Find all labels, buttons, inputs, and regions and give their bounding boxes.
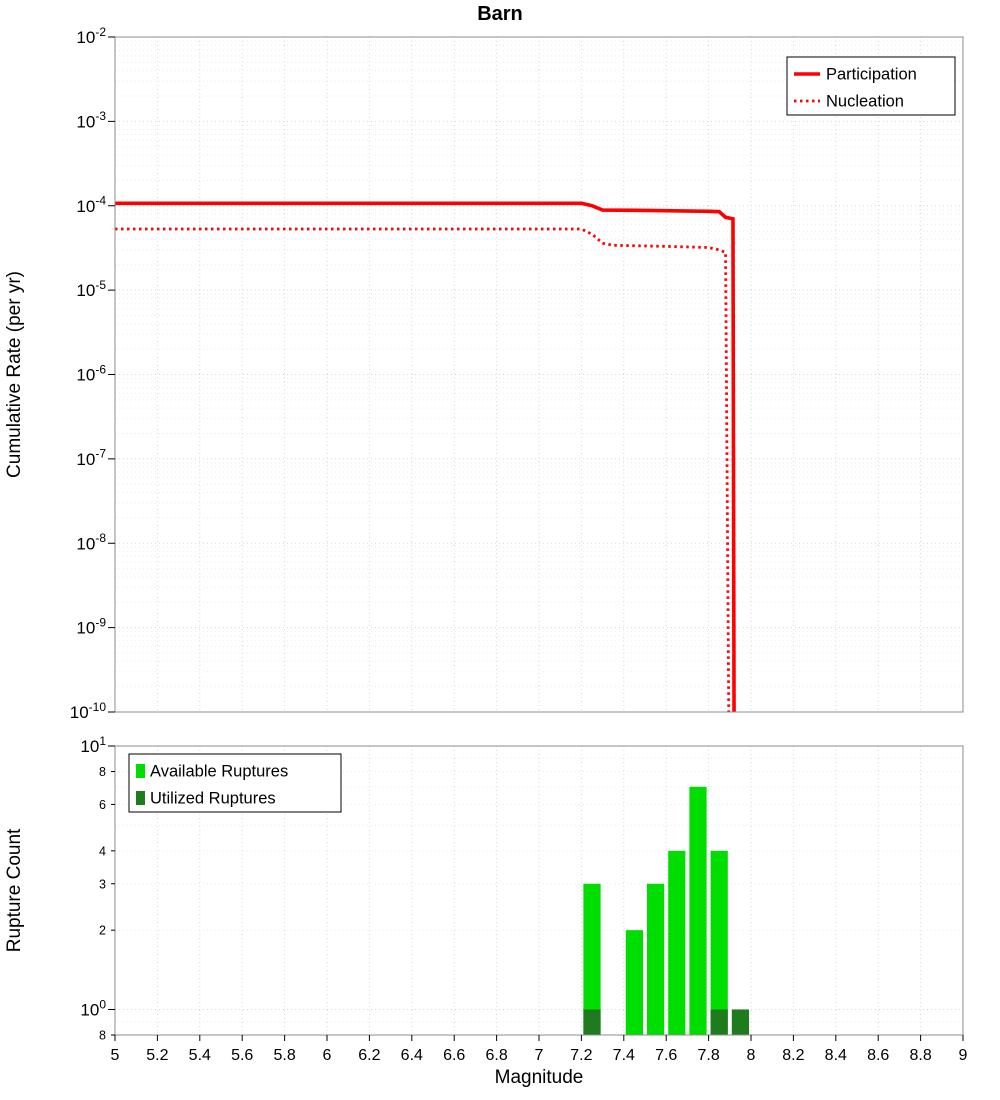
x-tick-label: 5 bbox=[111, 1047, 120, 1064]
y-tick-label: 10-6 bbox=[76, 362, 106, 384]
participation-line bbox=[115, 201, 736, 712]
x-tick-label: 5.2 bbox=[146, 1047, 168, 1064]
y-tick-label: 10-2 bbox=[76, 25, 106, 47]
histogram-bar bbox=[710, 850, 728, 1035]
y-tick-label: 10-8 bbox=[76, 531, 106, 553]
x-tick-label: 8.8 bbox=[909, 1047, 931, 1064]
rate-series bbox=[115, 201, 736, 712]
x-tick-label: 7.2 bbox=[570, 1047, 592, 1064]
y-minor-tick-label: 2 bbox=[99, 924, 106, 938]
histogram-bar bbox=[583, 883, 601, 1035]
y-tick-label: 100 bbox=[80, 997, 106, 1019]
y-tick-label: 10-10 bbox=[70, 700, 107, 722]
x-tick-label: 6.6 bbox=[443, 1047, 465, 1064]
x-tick-label: 6.4 bbox=[401, 1047, 423, 1064]
histogram-bar bbox=[689, 786, 707, 1035]
legend-label: Nucleation bbox=[826, 93, 904, 111]
x-tick-label: 6.2 bbox=[358, 1047, 380, 1064]
x-tick-label: 8.6 bbox=[867, 1047, 889, 1064]
x-tick-label: 6 bbox=[323, 1047, 332, 1064]
count-legend: Available Ruptures Utilized Ruptures bbox=[128, 753, 342, 813]
legend-label: Participation bbox=[826, 66, 917, 84]
magnitude-axis-label: Magnitude bbox=[495, 1067, 584, 1088]
available-ruptures-legend-swatch bbox=[136, 764, 145, 778]
y-minor-tick-label: 4 bbox=[99, 844, 106, 858]
x-tick-label: 6.8 bbox=[485, 1047, 507, 1064]
legend-label: Available Ruptures bbox=[150, 763, 288, 781]
rate-axis-label: Cumulative Rate (per yr) bbox=[4, 271, 25, 478]
histogram-bar bbox=[625, 930, 643, 1035]
y-tick-label: 10-9 bbox=[76, 615, 106, 637]
legend-box bbox=[786, 56, 956, 116]
x-tick-label: 7 bbox=[535, 1047, 544, 1064]
x-tick-label: 9 bbox=[959, 1047, 968, 1064]
histogram-bar bbox=[710, 1009, 728, 1035]
x-tick-label: 5.6 bbox=[231, 1047, 253, 1064]
x-tick-label: 7.6 bbox=[655, 1047, 677, 1064]
x-tick-label: 5.4 bbox=[189, 1047, 211, 1064]
histogram-bar bbox=[647, 883, 665, 1035]
x-tick-label: 8 bbox=[747, 1047, 756, 1064]
x-tick-label: 5.8 bbox=[273, 1047, 295, 1064]
legend-label: Utilized Ruptures bbox=[150, 790, 276, 808]
histogram-bar bbox=[668, 850, 686, 1035]
y-minor-tick-label: 6 bbox=[99, 798, 106, 812]
y-tick-label: 10-7 bbox=[76, 447, 106, 469]
x-tick-label: 7.4 bbox=[613, 1047, 635, 1064]
y-minor-tick-label: 3 bbox=[99, 877, 106, 891]
y-tick-label: 101 bbox=[80, 734, 106, 756]
utilized-ruptures-legend-swatch bbox=[136, 791, 145, 805]
utilized-ruptures-bars bbox=[583, 1009, 749, 1035]
y-minor-tick-label: 8 bbox=[99, 765, 106, 779]
x-tick-label: 8.2 bbox=[782, 1047, 804, 1064]
available-ruptures-bars bbox=[583, 786, 728, 1035]
y-tick-label: 10-5 bbox=[76, 278, 106, 300]
rate-legend: Participation Nucleation bbox=[786, 56, 956, 116]
y-minor-tick-label: 8 bbox=[99, 1029, 106, 1043]
nucleation-line bbox=[115, 227, 731, 712]
y-tick-label: 10-3 bbox=[76, 109, 106, 131]
chart-title: Barn bbox=[477, 3, 523, 25]
y-tick-label: 10-4 bbox=[76, 194, 106, 216]
count-axis-label: Rupture Count bbox=[4, 828, 25, 952]
x-tick-label: 7.8 bbox=[697, 1047, 719, 1064]
histogram-bar bbox=[583, 1009, 601, 1035]
histogram-bar bbox=[731, 1009, 749, 1035]
x-tick-label: 8.4 bbox=[825, 1047, 847, 1064]
legend-box bbox=[128, 753, 342, 813]
rate-plot: 10-2 10-3 10-4 10-5 10-6 10-7 10-8 10-9 10-10 Cum… bbox=[4, 25, 964, 722]
